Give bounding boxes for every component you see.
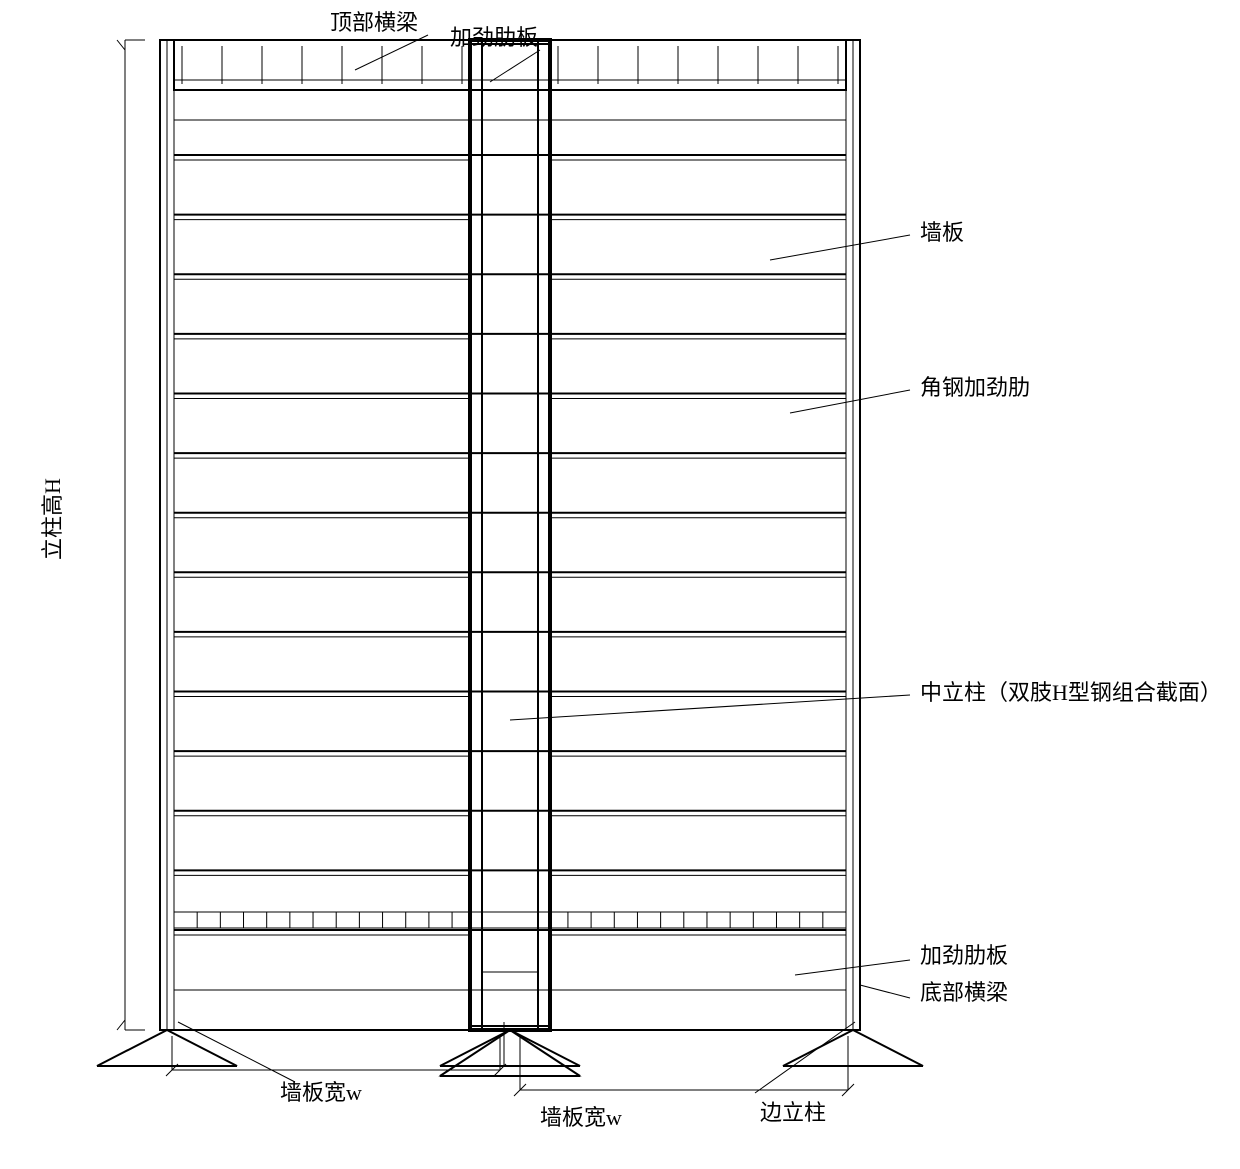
- label-top_beam: 顶部横梁: [330, 10, 418, 35]
- dim-panel_width2: 墙板宽w: [540, 1105, 622, 1130]
- callout-side_column: 边立柱: [178, 1022, 855, 1125]
- wall-frame: [97, 40, 923, 1076]
- center-column: [470, 40, 550, 1030]
- dim-panel_width: 墙板宽w: [280, 1080, 362, 1105]
- callout-stiff_rib_plate: 加劲肋板: [450, 25, 540, 82]
- label-bottom_beam: 底部横梁: [920, 980, 1008, 1005]
- label-side_column: 边立柱: [760, 1100, 826, 1125]
- callout-center_column: 中立柱（双肢H型钢组合截面）: [510, 680, 1222, 720]
- label-wall_panel: 墙板: [920, 220, 964, 245]
- label-stiff_rib_plate: 加劲肋板: [450, 25, 538, 50]
- bottom-beam: [174, 930, 846, 990]
- callout-bottom_beam: 底部横梁: [860, 980, 1008, 1005]
- callout-stiff_rib_plate2: 加劲肋板: [795, 943, 1008, 975]
- label-angle_stiffener: 角钢加劲肋: [920, 375, 1030, 400]
- callout-wall_panel: 墙板: [770, 220, 964, 260]
- label-stiff_rib_plate2: 加劲肋板: [920, 943, 1008, 968]
- structural-wall-diagram: 立柱高H墙板宽w墙板宽w顶部横梁加劲肋板墙板角钢加劲肋中立柱（双肢H型钢组合截面…: [0, 0, 1240, 1169]
- dim-column-height: 立柱高H: [40, 478, 65, 560]
- label-center_column: 中立柱（双肢H型钢组合截面）: [920, 680, 1222, 705]
